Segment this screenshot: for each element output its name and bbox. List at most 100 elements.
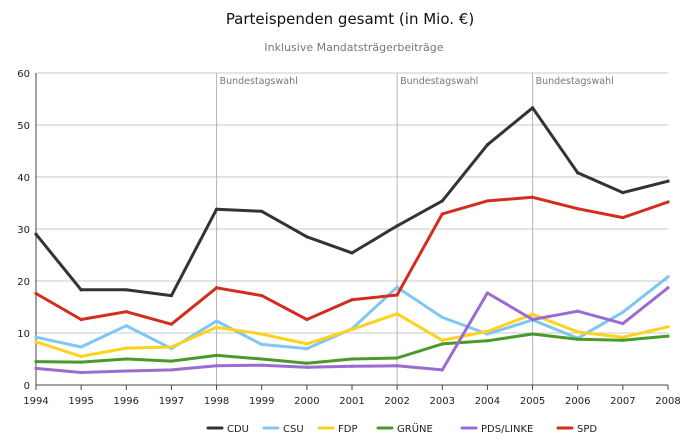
data-point-gr-ne-2003 xyxy=(440,342,444,346)
data-point-gr-ne-1998 xyxy=(214,353,219,357)
data-point-cdu-2003 xyxy=(440,199,444,203)
data-point-csu-1999 xyxy=(260,342,264,347)
data-point-spd-2006 xyxy=(576,207,580,211)
data-point-cdu-2007 xyxy=(621,191,625,195)
data-point-fdp-1997 xyxy=(169,345,174,349)
x-tick-label-1997: 1997 xyxy=(159,396,184,407)
legend-label-spd: SPD xyxy=(577,424,597,435)
data-point-fdp-2008 xyxy=(666,325,670,329)
chart-title: Parteispenden gesamt (in Mio. €) xyxy=(226,10,474,28)
data-point-fdp-1995 xyxy=(79,354,83,358)
data-point-csu-1996 xyxy=(124,324,128,328)
data-point-gr-ne-2001 xyxy=(350,357,354,361)
data-point-csu-1994 xyxy=(34,335,38,339)
data-point-csu-2007 xyxy=(621,310,625,314)
data-point-gr-ne-2005 xyxy=(530,332,535,336)
data-point-csu-2002 xyxy=(395,285,399,289)
y-tick-label-40: 40 xyxy=(17,173,30,184)
data-point-pds-linke-1996 xyxy=(124,369,128,373)
x-tick-label-2004: 2004 xyxy=(475,396,500,407)
data-point-cdu-1994 xyxy=(34,232,38,236)
chart-subtitle: Inklusive Mandatsträgerbeiträge xyxy=(264,41,443,54)
x-tick-label-2006: 2006 xyxy=(565,396,590,407)
data-point-cdu-1998 xyxy=(214,207,219,211)
data-point-gr-ne-2000 xyxy=(305,361,309,365)
data-point-csu-2008 xyxy=(666,275,670,279)
data-point-csu-1995 xyxy=(79,345,83,349)
x-tick-label-2001: 2001 xyxy=(339,396,364,407)
x-tick-label-1996: 1996 xyxy=(114,396,139,407)
legend: CDU CSU FDP GRÜNE PDS/LINKE SPD xyxy=(206,422,597,435)
data-point-spd-2001 xyxy=(350,298,354,302)
data-point-pds-linke-2002 xyxy=(395,364,399,368)
data-point-cdu-2008 xyxy=(666,179,670,183)
data-point-fdp-1999 xyxy=(260,332,264,336)
data-point-pds-linke-2000 xyxy=(305,365,309,369)
data-point-pds-linke-2006 xyxy=(576,309,580,313)
data-point-spd-2002 xyxy=(395,293,399,297)
data-point-csu-1998 xyxy=(214,319,219,323)
x-tick-label-1995: 1995 xyxy=(68,396,93,407)
data-point-gr-ne-1997 xyxy=(169,359,174,363)
data-point-spd-1999 xyxy=(260,293,264,298)
data-point-spd-2003 xyxy=(440,212,444,216)
data-point-pds-linke-1999 xyxy=(260,363,264,367)
y-tick-label-50: 50 xyxy=(17,121,30,132)
data-point-cdu-1997 xyxy=(169,293,174,298)
data-point-gr-ne-2006 xyxy=(576,337,580,341)
data-point-fdp-2004 xyxy=(485,329,490,334)
data-point-fdp-1994 xyxy=(34,340,38,344)
x-tick-label-2008: 2008 xyxy=(655,396,680,407)
legend-label-csu: CSU xyxy=(283,424,304,435)
data-point-pds-linke-1995 xyxy=(79,370,83,375)
data-point-pds-linke-1998 xyxy=(214,364,219,368)
data-point-cdu-2000 xyxy=(305,235,309,239)
legend-label-gr-ne: GRÜNE xyxy=(397,422,433,435)
data-point-spd-1995 xyxy=(79,317,83,322)
event-label-1998: Bundestagswahl xyxy=(220,76,298,87)
series-line-cdu xyxy=(34,106,670,298)
y-tick-label-0: 0 xyxy=(24,381,30,392)
data-point-fdp-2006 xyxy=(576,330,580,334)
data-point-spd-2005 xyxy=(530,195,535,199)
data-point-gr-ne-1996 xyxy=(124,357,128,361)
x-tick-label-2005: 2005 xyxy=(520,396,545,407)
series-line-spd xyxy=(34,195,670,326)
data-point-spd-2008 xyxy=(666,200,670,204)
series-lines xyxy=(34,106,670,375)
legend-label-pds-linke: PDS/LINKE xyxy=(481,424,533,435)
data-point-gr-ne-2007 xyxy=(621,338,625,342)
event-label-2005: Bundestagswahl xyxy=(536,76,614,87)
data-point-cdu-2006 xyxy=(576,171,580,175)
data-point-pds-linke-2008 xyxy=(666,286,670,290)
data-point-pds-linke-2007 xyxy=(621,322,625,326)
data-point-cdu-2004 xyxy=(485,143,490,147)
data-point-fdp-2003 xyxy=(440,338,444,342)
data-point-fdp-2005 xyxy=(530,312,535,316)
data-point-pds-linke-2005 xyxy=(530,317,535,322)
data-point-spd-1997 xyxy=(169,322,174,326)
data-point-fdp-2000 xyxy=(305,342,309,346)
data-point-cdu-2005 xyxy=(530,106,535,110)
data-point-pds-linke-1994 xyxy=(34,366,38,370)
data-point-gr-ne-2002 xyxy=(395,356,399,360)
data-point-spd-1994 xyxy=(34,291,38,296)
data-point-csu-2003 xyxy=(440,315,444,319)
y-tick-label-60: 60 xyxy=(17,69,30,80)
data-point-fdp-1996 xyxy=(124,346,128,350)
x-tick-label-1998: 1998 xyxy=(204,396,229,407)
data-point-cdu-1995 xyxy=(79,288,83,292)
data-point-cdu-1996 xyxy=(124,288,128,292)
data-point-gr-ne-2004 xyxy=(485,339,490,343)
x-tick-label-2007: 2007 xyxy=(610,396,635,407)
data-point-fdp-1998 xyxy=(214,325,219,329)
data-point-gr-ne-1995 xyxy=(79,360,83,364)
y-tick-label-10: 10 xyxy=(17,329,30,340)
data-point-cdu-2002 xyxy=(395,224,399,228)
x-tick-label-1994: 1994 xyxy=(23,396,48,407)
data-point-gr-ne-1994 xyxy=(34,360,38,364)
data-point-cdu-2001 xyxy=(350,251,354,255)
data-point-gr-ne-2008 xyxy=(666,334,670,338)
data-point-fdp-2001 xyxy=(350,327,354,331)
